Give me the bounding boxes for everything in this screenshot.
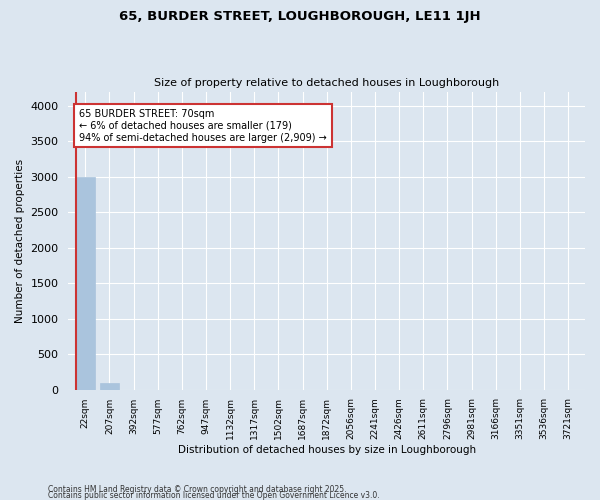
Text: Contains HM Land Registry data © Crown copyright and database right 2025.: Contains HM Land Registry data © Crown c… — [48, 484, 347, 494]
Bar — [76, 176, 95, 390]
X-axis label: Distribution of detached houses by size in Loughborough: Distribution of detached houses by size … — [178, 445, 476, 455]
Bar — [100, 382, 119, 390]
Y-axis label: Number of detached properties: Number of detached properties — [15, 158, 25, 322]
Text: 65, BURDER STREET, LOUGHBOROUGH, LE11 1JH: 65, BURDER STREET, LOUGHBOROUGH, LE11 1J… — [119, 10, 481, 23]
Text: 65 BURDER STREET: 70sqm
← 6% of detached houses are smaller (179)
94% of semi-de: 65 BURDER STREET: 70sqm ← 6% of detached… — [79, 110, 327, 142]
Text: Contains public sector information licensed under the Open Government Licence v3: Contains public sector information licen… — [48, 491, 380, 500]
Title: Size of property relative to detached houses in Loughborough: Size of property relative to detached ho… — [154, 78, 499, 88]
